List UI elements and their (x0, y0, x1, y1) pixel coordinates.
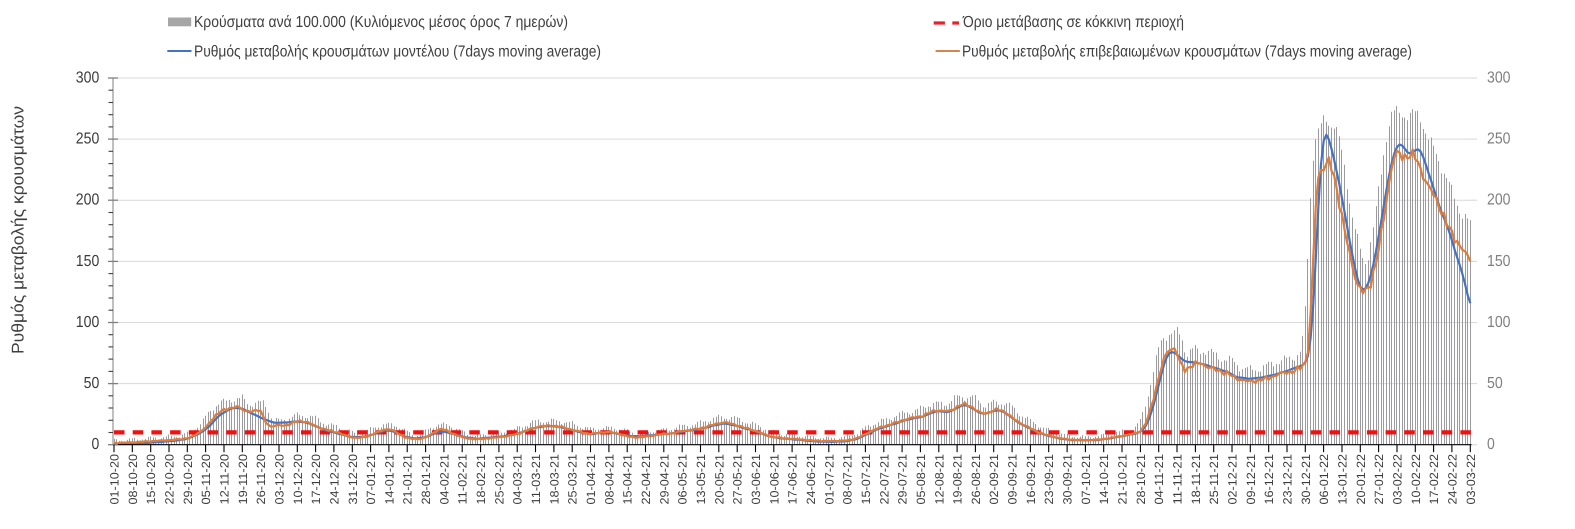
svg-text:26-11-20: 26-11-20 (254, 454, 268, 505)
svg-text:16-09-21: 16-09-21 (1024, 454, 1038, 505)
svg-text:Ρυθμός μεταβολής κρουσμάτων: Ρυθμός μεταβολής κρουσμάτων (9, 106, 28, 354)
svg-text:01-10-20: 01-10-20 (108, 454, 122, 505)
svg-text:100: 100 (1487, 314, 1511, 331)
svg-text:12-08-21: 12-08-21 (932, 454, 946, 505)
svg-text:18-11-21: 18-11-21 (1189, 454, 1203, 505)
svg-text:21-01-21: 21-01-21 (401, 454, 415, 505)
svg-text:100: 100 (76, 314, 100, 331)
svg-text:17-12-20: 17-12-20 (309, 454, 323, 505)
svg-text:04-03-21: 04-03-21 (511, 454, 525, 505)
svg-text:Όριο μετάβασης σε κόκκινη περι: Όριο μετάβασης σε κόκκινη περιοχή (962, 14, 1184, 31)
svg-text:0: 0 (92, 436, 100, 453)
svg-text:25-11-21: 25-11-21 (1207, 454, 1221, 505)
svg-text:23-09-21: 23-09-21 (1042, 454, 1056, 505)
svg-text:150: 150 (76, 253, 100, 270)
svg-text:150: 150 (1487, 253, 1511, 270)
svg-text:31-12-20: 31-12-20 (346, 454, 360, 505)
svg-text:11-03-21: 11-03-21 (529, 454, 543, 505)
svg-text:04-02-21: 04-02-21 (437, 454, 451, 505)
svg-text:13-05-21: 13-05-21 (694, 454, 708, 505)
svg-text:20-05-21: 20-05-21 (712, 454, 726, 505)
svg-text:07-01-21: 07-01-21 (364, 454, 378, 505)
svg-text:200: 200 (1487, 192, 1511, 209)
svg-text:13-01-22: 13-01-22 (1336, 454, 1350, 505)
svg-text:14-10-21: 14-10-21 (1097, 454, 1111, 505)
svg-text:Κρούσματα ανά 100.000 (Κυλιόμε: Κρούσματα ανά 100.000 (Κυλιόμενος μέσος … (194, 14, 568, 31)
svg-text:15-07-21: 15-07-21 (859, 454, 873, 505)
svg-text:29-07-21: 29-07-21 (896, 454, 910, 505)
svg-text:0: 0 (1487, 436, 1495, 453)
svg-text:30-09-21: 30-09-21 (1061, 454, 1075, 505)
svg-text:24-12-20: 24-12-20 (327, 454, 341, 505)
svg-text:03-06-21: 03-06-21 (749, 454, 763, 505)
svg-text:200: 200 (76, 192, 100, 209)
svg-text:27-01-22: 27-01-22 (1372, 454, 1386, 505)
svg-text:18-03-21: 18-03-21 (547, 454, 561, 505)
svg-text:22-07-21: 22-07-21 (877, 454, 891, 505)
svg-text:25-02-21: 25-02-21 (492, 454, 506, 505)
svg-text:11-02-21: 11-02-21 (456, 454, 470, 505)
svg-text:08-04-21: 08-04-21 (602, 454, 616, 505)
svg-text:15-10-20: 15-10-20 (144, 454, 158, 505)
svg-text:300: 300 (1487, 70, 1511, 87)
svg-text:12-11-20: 12-11-20 (218, 454, 232, 505)
svg-text:18-02-21: 18-02-21 (474, 454, 488, 505)
svg-text:26-08-21: 26-08-21 (969, 454, 983, 505)
svg-text:15-04-21: 15-04-21 (621, 454, 635, 505)
svg-text:19-08-21: 19-08-21 (951, 454, 965, 505)
svg-text:01-07-21: 01-07-21 (822, 454, 836, 505)
svg-text:29-10-20: 29-10-20 (181, 454, 195, 505)
svg-text:30-12-21: 30-12-21 (1299, 454, 1313, 505)
svg-text:03-12-20: 03-12-20 (273, 454, 287, 505)
svg-text:21-10-21: 21-10-21 (1116, 454, 1130, 505)
svg-text:10-02-22: 10-02-22 (1409, 454, 1423, 505)
svg-text:07-10-21: 07-10-21 (1079, 454, 1093, 505)
svg-text:Ρυθμός μεταβολής κρουσμάτων μο: Ρυθμός μεταβολής κρουσμάτων μοντέλου (7d… (194, 43, 601, 60)
svg-text:17-02-22: 17-02-22 (1427, 454, 1441, 505)
svg-text:10-06-21: 10-06-21 (767, 454, 781, 505)
svg-text:09-09-21: 09-09-21 (1006, 454, 1020, 505)
svg-text:16-12-21: 16-12-21 (1262, 454, 1276, 505)
svg-text:22-10-20: 22-10-20 (163, 454, 177, 505)
svg-text:10-12-20: 10-12-20 (291, 454, 305, 505)
svg-text:23-12-21: 23-12-21 (1281, 454, 1295, 505)
svg-text:02-12-21: 02-12-21 (1226, 454, 1240, 505)
svg-text:250: 250 (1487, 131, 1511, 148)
svg-text:24-06-21: 24-06-21 (804, 454, 818, 505)
svg-text:22-04-21: 22-04-21 (639, 454, 653, 505)
svg-text:09-12-21: 09-12-21 (1244, 454, 1258, 505)
svg-text:03-03-22: 03-03-22 (1464, 454, 1478, 505)
svg-text:04-11-21: 04-11-21 (1152, 454, 1166, 505)
svg-text:05-11-20: 05-11-20 (199, 454, 213, 505)
svg-text:01-04-21: 01-04-21 (584, 454, 598, 505)
svg-text:28-01-21: 28-01-21 (419, 454, 433, 505)
svg-text:29-04-21: 29-04-21 (657, 454, 671, 505)
svg-text:08-10-20: 08-10-20 (126, 454, 140, 505)
svg-text:Ρυθμός μεταβολής επιβεβαιωμένω: Ρυθμός μεταβολής επιβεβαιωμένων κρουσμάτ… (962, 43, 1412, 60)
svg-text:03-02-22: 03-02-22 (1391, 454, 1405, 505)
svg-text:11-11-21: 11-11-21 (1171, 454, 1185, 505)
svg-text:50: 50 (84, 375, 100, 392)
svg-text:06-01-22: 06-01-22 (1317, 454, 1331, 505)
svg-text:27-05-21: 27-05-21 (731, 454, 745, 505)
svg-text:50: 50 (1487, 375, 1503, 392)
svg-text:250: 250 (76, 131, 100, 148)
svg-text:19-11-20: 19-11-20 (236, 454, 250, 505)
svg-text:300: 300 (76, 70, 100, 87)
svg-text:06-05-21: 06-05-21 (676, 454, 690, 505)
svg-text:25-03-21: 25-03-21 (566, 454, 580, 505)
svg-text:28-10-21: 28-10-21 (1134, 454, 1148, 505)
svg-text:02-09-21: 02-09-21 (987, 454, 1001, 505)
svg-text:24-02-22: 24-02-22 (1445, 454, 1459, 505)
svg-text:05-08-21: 05-08-21 (914, 454, 928, 505)
svg-text:20-01-22: 20-01-22 (1354, 454, 1368, 505)
svg-text:08-07-21: 08-07-21 (841, 454, 855, 505)
svg-text:17-06-21: 17-06-21 (786, 454, 800, 505)
svg-text:14-01-21: 14-01-21 (382, 454, 396, 505)
